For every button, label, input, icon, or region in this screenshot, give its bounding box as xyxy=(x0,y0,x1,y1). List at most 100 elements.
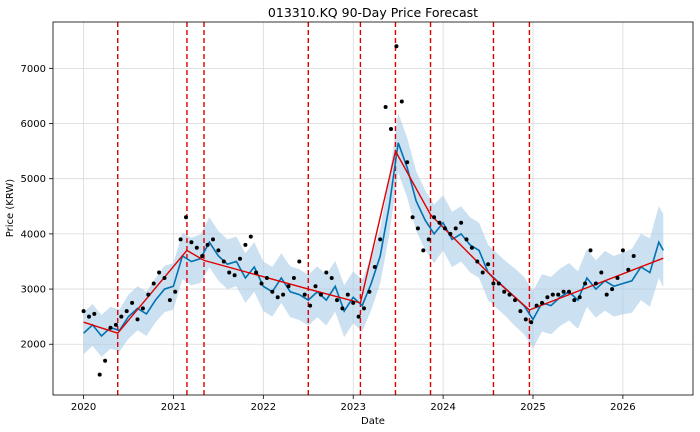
observed-point xyxy=(151,281,156,286)
observed-point xyxy=(372,265,377,269)
observed-point xyxy=(167,298,172,303)
observed-point xyxy=(626,267,631,272)
observed-point xyxy=(162,276,167,280)
observed-point xyxy=(87,314,91,319)
observed-point xyxy=(378,237,383,242)
observed-point xyxy=(227,270,232,275)
y-axis-label: Price (KRW) xyxy=(5,179,16,237)
observed-point xyxy=(275,295,280,300)
observed-point xyxy=(124,309,129,314)
observed-point xyxy=(135,317,140,322)
observed-point xyxy=(556,292,561,297)
observed-point xyxy=(259,281,264,286)
observed-point xyxy=(173,289,178,294)
observed-point xyxy=(318,292,323,297)
observed-point xyxy=(464,237,469,242)
observed-point xyxy=(264,276,269,280)
x-tick-label: 2021 xyxy=(161,402,186,413)
observed-point xyxy=(475,259,480,264)
observed-point xyxy=(448,231,453,236)
observed-point xyxy=(545,295,550,300)
observed-point xyxy=(205,242,210,247)
observed-point xyxy=(567,289,571,294)
observed-point xyxy=(216,248,221,253)
x-tick-label: 2024 xyxy=(430,402,455,413)
observed-point xyxy=(119,314,124,319)
observed-point xyxy=(313,284,318,289)
observed-point xyxy=(577,295,582,300)
observed-point xyxy=(270,289,275,294)
forecast-line xyxy=(83,142,665,338)
observed-point xyxy=(81,309,86,314)
plot-frame xyxy=(52,21,694,396)
observed-point xyxy=(356,314,361,319)
observed-point xyxy=(130,300,135,305)
observed-point xyxy=(291,276,296,280)
observed-point xyxy=(459,220,464,225)
y-axis-ticks: 2000 3000 4000 5000 6000 7000 xyxy=(21,64,53,351)
observed-point xyxy=(550,292,555,297)
chart-title: 013310.KQ 90-Day Price Forecast xyxy=(268,5,478,20)
observed-point xyxy=(631,254,636,258)
x-tick-label: 2026 xyxy=(610,402,635,413)
x-tick-label: 2023 xyxy=(340,402,365,413)
observed-point xyxy=(540,300,544,305)
observed-point xyxy=(561,289,566,294)
observed-point xyxy=(97,372,102,377)
observed-point xyxy=(599,270,604,275)
observed-point xyxy=(620,248,625,253)
observed-point xyxy=(496,281,501,286)
observed-point xyxy=(189,240,194,245)
observed-point xyxy=(211,237,215,242)
observed-point xyxy=(615,276,620,280)
observed-point xyxy=(232,273,237,278)
observed-point xyxy=(529,320,534,325)
observed-point xyxy=(335,298,339,303)
observed-point xyxy=(513,298,517,303)
observed-point xyxy=(480,270,485,275)
y-tick-label: 6000 xyxy=(21,119,46,130)
observed-point xyxy=(410,215,415,220)
observed-point xyxy=(523,317,528,322)
x-tick-label: 2022 xyxy=(251,402,276,413)
observed-point xyxy=(437,220,442,225)
observed-point xyxy=(184,215,188,220)
observed-point xyxy=(281,292,286,297)
observed-point xyxy=(421,248,426,253)
observed-point xyxy=(308,303,313,308)
observed-point xyxy=(324,270,329,275)
observed-point xyxy=(92,311,97,316)
observed-point xyxy=(113,322,118,327)
observed-point xyxy=(610,287,615,292)
observed-point xyxy=(157,270,162,275)
observed-point xyxy=(405,160,410,165)
x-tick-label: 2020 xyxy=(71,402,96,413)
observed-point xyxy=(146,292,151,297)
observed-point xyxy=(238,256,242,261)
observed-point xyxy=(583,281,588,286)
observed-point xyxy=(340,306,345,311)
observed-point xyxy=(103,358,108,363)
changepoint-lines xyxy=(117,22,531,395)
observed-point xyxy=(604,292,609,297)
observed-point xyxy=(178,237,183,242)
y-tick-label: 4000 xyxy=(21,229,46,240)
observed-point xyxy=(572,298,577,303)
observed-point xyxy=(329,276,334,280)
observed-point xyxy=(194,245,199,250)
observed-point xyxy=(389,127,393,131)
observed-point xyxy=(243,242,248,247)
observed-point xyxy=(502,289,507,294)
observed-point xyxy=(345,292,350,297)
observed-point xyxy=(200,254,205,258)
observed-point xyxy=(432,215,437,220)
x-tick-label: 2025 xyxy=(520,402,545,413)
y-tick-label: 2000 xyxy=(21,340,46,351)
observed-point xyxy=(254,270,259,275)
observed-point xyxy=(221,259,226,264)
observed-point xyxy=(415,226,420,231)
observed-point xyxy=(588,248,593,253)
x-axis-ticks: 2020 2021 2022 2023 2024 2025 2026 xyxy=(71,395,636,413)
